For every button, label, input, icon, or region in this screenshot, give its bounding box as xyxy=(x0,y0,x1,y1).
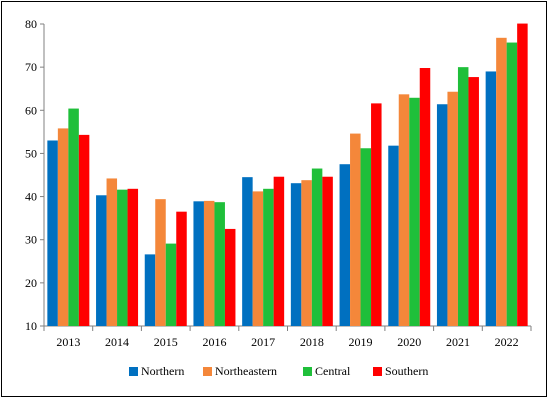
y-tick-label: 50 xyxy=(25,146,37,160)
bar-northeastern-2014 xyxy=(106,178,118,326)
bar-northeastern-2021 xyxy=(447,91,458,326)
bar-southern-2020 xyxy=(419,68,431,327)
bar-northeastern-2019 xyxy=(350,133,361,326)
y-axis: 10 20 30 40 50 60 70 80 xyxy=(25,17,45,333)
bar-central-2019 xyxy=(360,148,372,326)
bar-southern-2021 xyxy=(468,77,479,327)
bar-northeastern-2018 xyxy=(301,180,312,326)
bar-northern-2016 xyxy=(193,201,204,326)
bar-northern-2013 xyxy=(47,140,58,326)
legend-swatch-northeastern xyxy=(203,367,212,376)
bar-northern-2018 xyxy=(290,183,302,326)
bar-northeastern-2020 xyxy=(398,94,410,326)
legend-label-northeastern: Northeastern xyxy=(215,364,277,378)
y-tick-label: 70 xyxy=(25,60,37,74)
legend-label-northern: Northern xyxy=(141,364,184,378)
x-tick-label: 2021 xyxy=(446,335,470,349)
x-tick-label: 2015 xyxy=(154,335,178,349)
bar-southern-2017 xyxy=(273,176,285,326)
legend-swatch-central xyxy=(303,367,312,376)
y-tick-label: 10 xyxy=(25,319,37,333)
bar-southern-2015 xyxy=(176,211,187,326)
x-tick-label: 2013 xyxy=(56,335,80,349)
x-tick-label: 2020 xyxy=(397,335,421,349)
bar-central-2020 xyxy=(409,97,420,326)
bar-southern-2013 xyxy=(78,134,90,326)
bar-northern-2020 xyxy=(388,145,399,326)
bar-northeastern-2016 xyxy=(203,200,215,326)
bar-northeastern-2013 xyxy=(57,128,69,326)
bar-southern-2019 xyxy=(371,103,382,326)
bar-northern-2022 xyxy=(485,71,497,326)
legend-swatch-southern xyxy=(373,367,382,376)
x-axis: 2013 2014 2015 2016 2017 2018 2019 2020 2021 2022 xyxy=(43,325,532,349)
bar-central-2015 xyxy=(165,243,177,326)
bar-southern-2014 xyxy=(127,188,139,326)
y-tick-label: 40 xyxy=(25,190,37,204)
legend-label-southern: Southern xyxy=(385,364,428,378)
x-tick-label: 2018 xyxy=(300,335,324,349)
y-tick-label: 60 xyxy=(25,103,37,117)
y-tick-label: 20 xyxy=(25,276,37,290)
bar-northern-2015 xyxy=(144,254,156,326)
bar-central-2013 xyxy=(68,108,79,326)
x-tick-label: 2019 xyxy=(349,335,373,349)
bar-southern-2016 xyxy=(224,228,236,326)
x-tick-label: 2017 xyxy=(251,335,275,349)
bar-central-2022 xyxy=(506,42,518,327)
bar-central-2021 xyxy=(457,67,469,327)
bar-central-2014 xyxy=(117,189,128,326)
bar-central-2016 xyxy=(214,202,225,326)
y-tick-label: 30 xyxy=(25,233,37,247)
bar-northern-2017 xyxy=(242,177,253,326)
bar-northeastern-2015 xyxy=(155,199,166,326)
bar-northern-2019 xyxy=(339,164,351,326)
bar-southern-2022 xyxy=(517,23,528,326)
legend: Northern Northeastern Central Southern xyxy=(129,364,428,378)
legend-label-central: Central xyxy=(315,364,351,378)
y-tick-label: 80 xyxy=(25,17,37,31)
x-tick-label: 2016 xyxy=(202,335,226,349)
legend-swatch-northern xyxy=(129,367,138,376)
bar-northeastern-2022 xyxy=(496,37,507,326)
x-tick-label: 2014 xyxy=(105,335,129,349)
bar-central-2018 xyxy=(311,168,323,326)
bars xyxy=(47,23,528,327)
bar-northeastern-2017 xyxy=(252,191,264,326)
bar-southern-2018 xyxy=(322,176,333,326)
x-tick-label: 2022 xyxy=(495,335,519,349)
bar-central-2017 xyxy=(263,188,274,326)
bar-northern-2014 xyxy=(96,195,107,326)
bar-northern-2021 xyxy=(436,104,448,326)
